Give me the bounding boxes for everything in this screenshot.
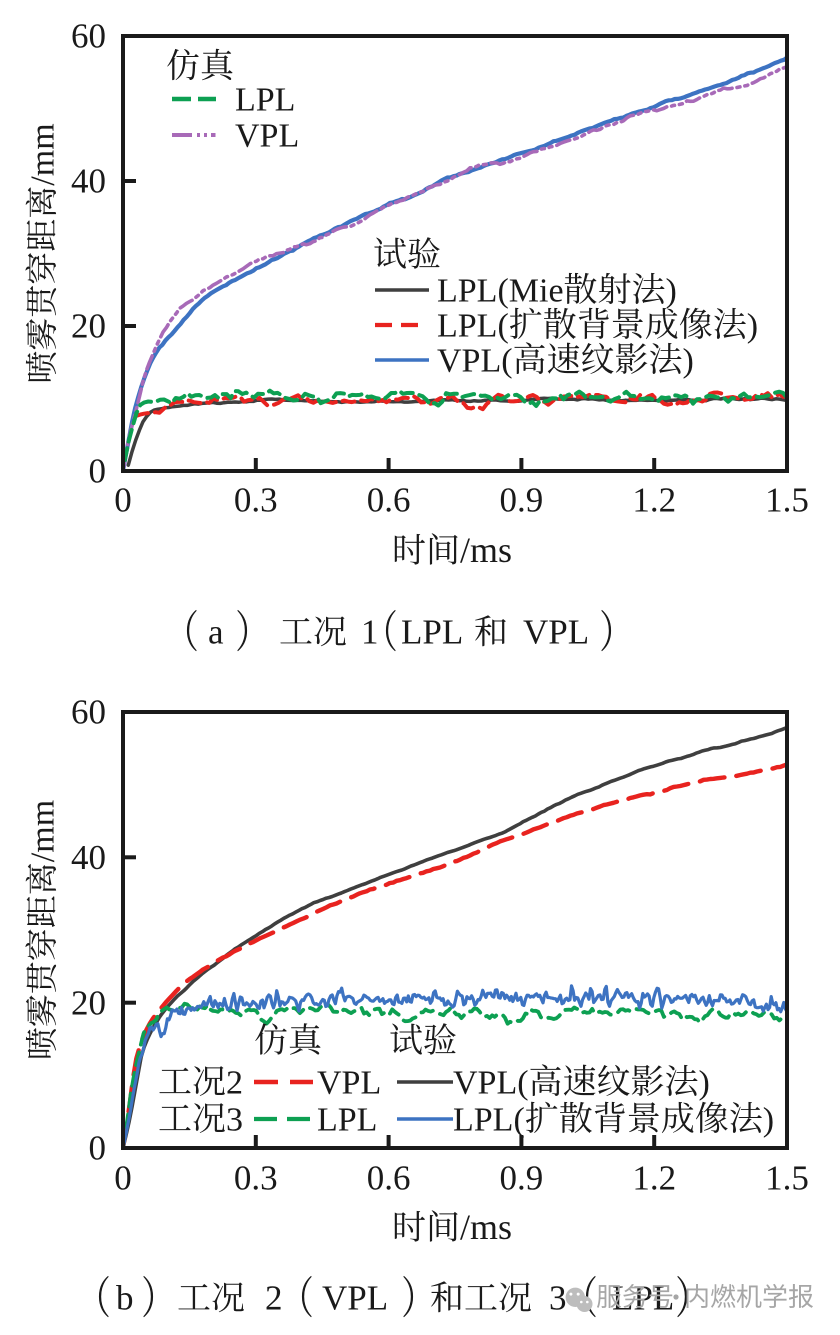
svg-text:40: 40 [71, 838, 106, 877]
svg-text:1.2: 1.2 [632, 481, 676, 520]
svg-text:0.6: 0.6 [367, 481, 411, 520]
svg-text:1.2: 1.2 [632, 1159, 676, 1198]
svg-text:LPL(: LPL( [437, 307, 509, 344]
svg-text:1.5: 1.5 [765, 1159, 809, 1198]
svg-text:VPL: VPL [317, 1064, 381, 1101]
svg-text:3: 3 [226, 1101, 243, 1138]
svg-text:): ) [683, 342, 694, 379]
svg-text:b: b [116, 1279, 134, 1318]
svg-text:0.6: 0.6 [367, 1159, 411, 1198]
svg-text:a: a [208, 613, 224, 652]
svg-text:0: 0 [114, 481, 132, 520]
svg-text:60: 60 [71, 693, 106, 732]
svg-text:1: 1 [361, 613, 379, 652]
svg-text:VPL(: VPL( [453, 1064, 529, 1101]
svg-text:LPL: LPL [612, 1279, 674, 1318]
svg-text:): ) [763, 1101, 774, 1138]
svg-text:0.9: 0.9 [500, 1159, 544, 1198]
svg-text:LPL(Mie: LPL(Mie [437, 272, 564, 309]
svg-text:/mm: /mm [25, 800, 62, 862]
svg-text:VPL: VPL [235, 117, 299, 154]
svg-text:0.3: 0.3 [234, 1159, 278, 1198]
svg-text:40: 40 [71, 162, 106, 201]
svg-text:20: 20 [71, 983, 106, 1022]
svg-text:VPL: VPL [322, 1279, 388, 1318]
svg-text:VPL(: VPL( [437, 342, 513, 379]
svg-text:0: 0 [89, 1129, 107, 1168]
svg-text:0.9: 0.9 [500, 481, 544, 520]
svg-text:LPL(: LPL( [453, 1101, 525, 1138]
svg-text:): ) [747, 307, 758, 344]
svg-text:0: 0 [114, 1159, 132, 1198]
svg-text:2: 2 [265, 1279, 283, 1318]
svg-text:20: 20 [71, 307, 106, 346]
svg-text:): ) [699, 1064, 710, 1101]
svg-text:3: 3 [549, 1279, 567, 1318]
svg-text:): ) [666, 272, 677, 309]
svg-text:0.3: 0.3 [234, 481, 278, 520]
svg-text:/ms: /ms [460, 1207, 512, 1247]
svg-text:LPL: LPL [235, 81, 295, 118]
svg-text:/ms: /ms [460, 530, 512, 570]
svg-text:1.5: 1.5 [765, 481, 809, 520]
svg-text:VPL: VPL [523, 613, 589, 652]
svg-text:60: 60 [71, 17, 106, 56]
svg-text:0: 0 [89, 452, 107, 491]
svg-text:LPL: LPL [317, 1101, 377, 1138]
svg-text:2: 2 [226, 1064, 243, 1101]
svg-text:/mm: /mm [25, 123, 62, 185]
svg-text:LPL: LPL [401, 613, 463, 652]
